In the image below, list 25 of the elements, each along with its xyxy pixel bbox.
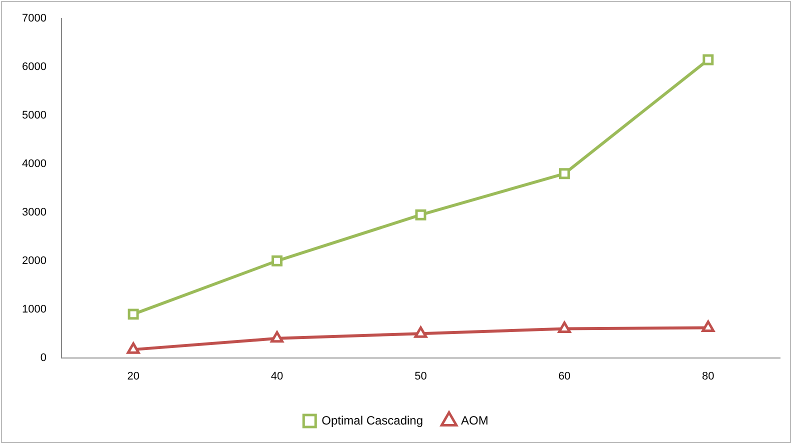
y-tick-label: 4000 — [22, 158, 46, 170]
point — [702, 320, 715, 332]
legend-label: Optimal Cascading — [322, 413, 424, 428]
point — [558, 321, 571, 333]
y-tick-label: 1000 — [22, 303, 46, 316]
point — [128, 308, 139, 320]
y-tick-label: 5000 — [22, 110, 46, 122]
x-tick-label: 20 — [127, 370, 140, 382]
x-tick-label: 40 — [270, 370, 284, 382]
point — [414, 326, 428, 338]
point — [272, 255, 283, 266]
y-tick-label: 3000 — [22, 206, 46, 218]
x-tick-label: 80 — [702, 370, 714, 382]
point — [415, 209, 426, 220]
y-tick-label: 7000 — [22, 12, 46, 25]
y-tick-label: 0 — [40, 352, 46, 364]
point — [558, 168, 570, 180]
x-tick-label: 60 — [558, 370, 571, 382]
point — [270, 331, 284, 343]
y-tick-label: 2000 — [22, 254, 46, 267]
point — [702, 54, 714, 66]
legend-label: AOM — [461, 413, 488, 428]
x-tick-label: 50 — [414, 370, 427, 382]
point — [126, 342, 140, 354]
y-tick-label: 6000 — [22, 61, 46, 74]
